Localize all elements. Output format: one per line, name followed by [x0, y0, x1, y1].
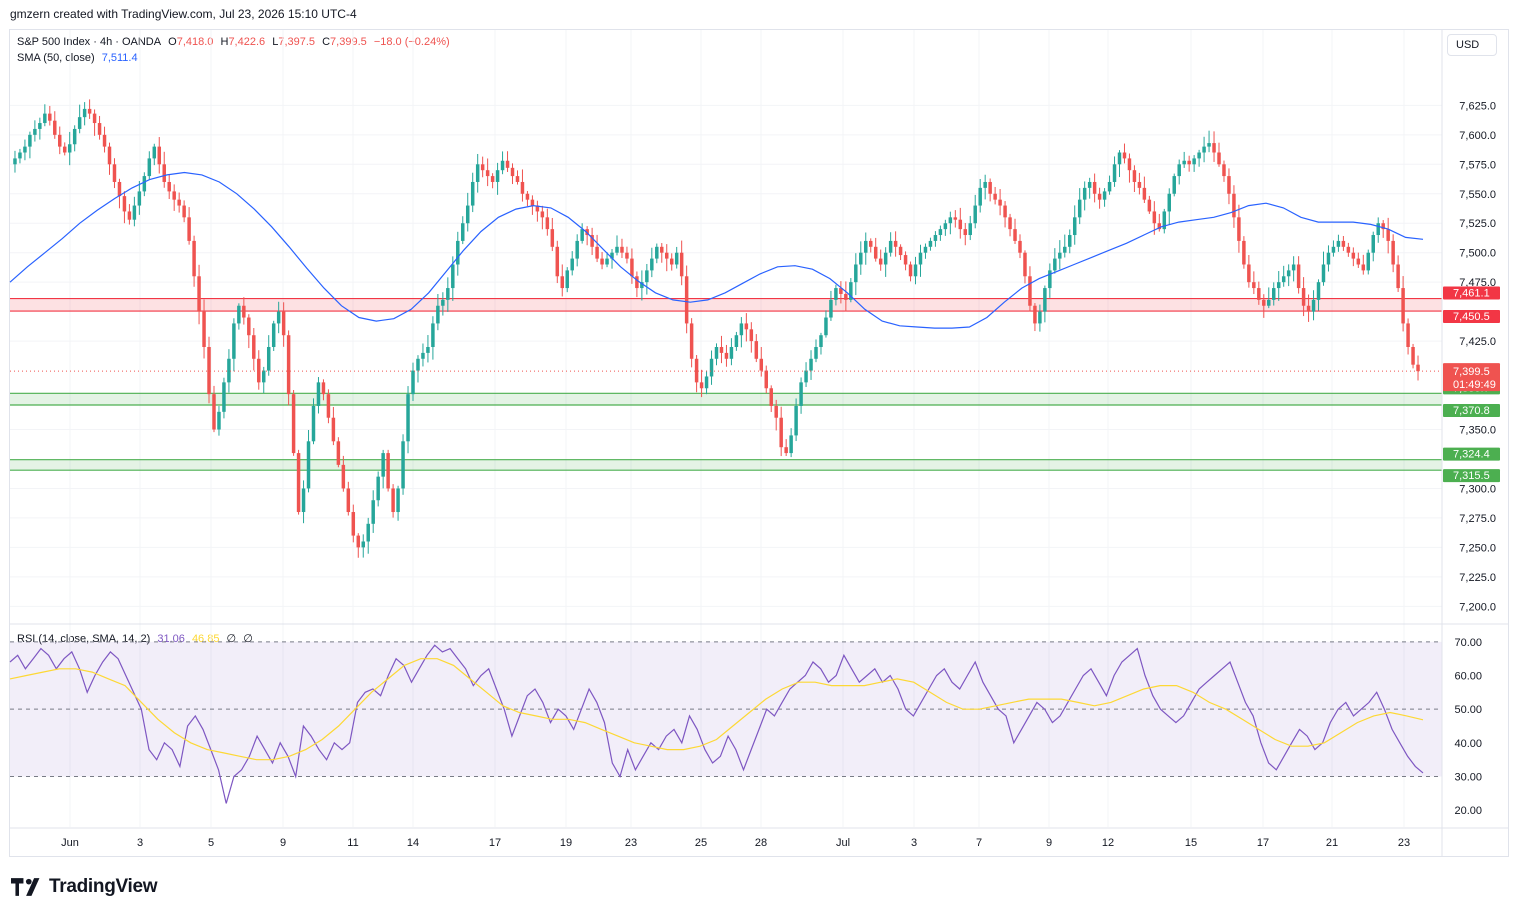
change-value: −18.0 (−0.24%)	[373, 36, 450, 48]
chart-frame	[9, 29, 1509, 857]
brand-name: TradingView	[49, 876, 158, 897]
rsi-legend: RSI (14, close, SMA, 14, 2) 31.06 46.85 …	[17, 632, 257, 645]
low-label: L	[272, 36, 279, 48]
close-value: 7,399.5	[330, 36, 367, 48]
high-label: H	[220, 36, 229, 48]
tradingview-logo: TradingView	[11, 876, 158, 898]
rsi-label[interactable]: RSI (14, close, SMA, 14, 2)	[17, 633, 151, 645]
sma-legend: SMA (50, close) 7,511.4	[17, 52, 142, 64]
sma-value: 7,511.4	[101, 52, 138, 64]
open-value: 7,418.0	[176, 36, 214, 48]
currency-button[interactable]: USD	[1447, 34, 1497, 56]
rsi-value: 31.06	[157, 633, 185, 645]
sma-label[interactable]: SMA (50, close)	[17, 52, 95, 64]
symbol-title[interactable]: S&P 500 Index · 4h · OANDA	[17, 36, 162, 48]
chart-credit: gmzern created with TradingView.com, Jul…	[10, 7, 357, 21]
rsi-sma-value: 46.85	[191, 633, 220, 645]
rsi-extra-2: ∅	[243, 633, 253, 645]
rsi-extra-1: ∅	[226, 633, 237, 645]
low-value: 7,397.5	[278, 36, 316, 48]
high-value: 7,422.6	[228, 36, 266, 48]
close-label: C	[322, 36, 331, 48]
price-legend: S&P 500 Index · 4h · OANDA O7,418.0 H7,4…	[17, 36, 454, 48]
open-label: O	[168, 36, 177, 48]
tradingview-logo-icon	[11, 878, 40, 896]
